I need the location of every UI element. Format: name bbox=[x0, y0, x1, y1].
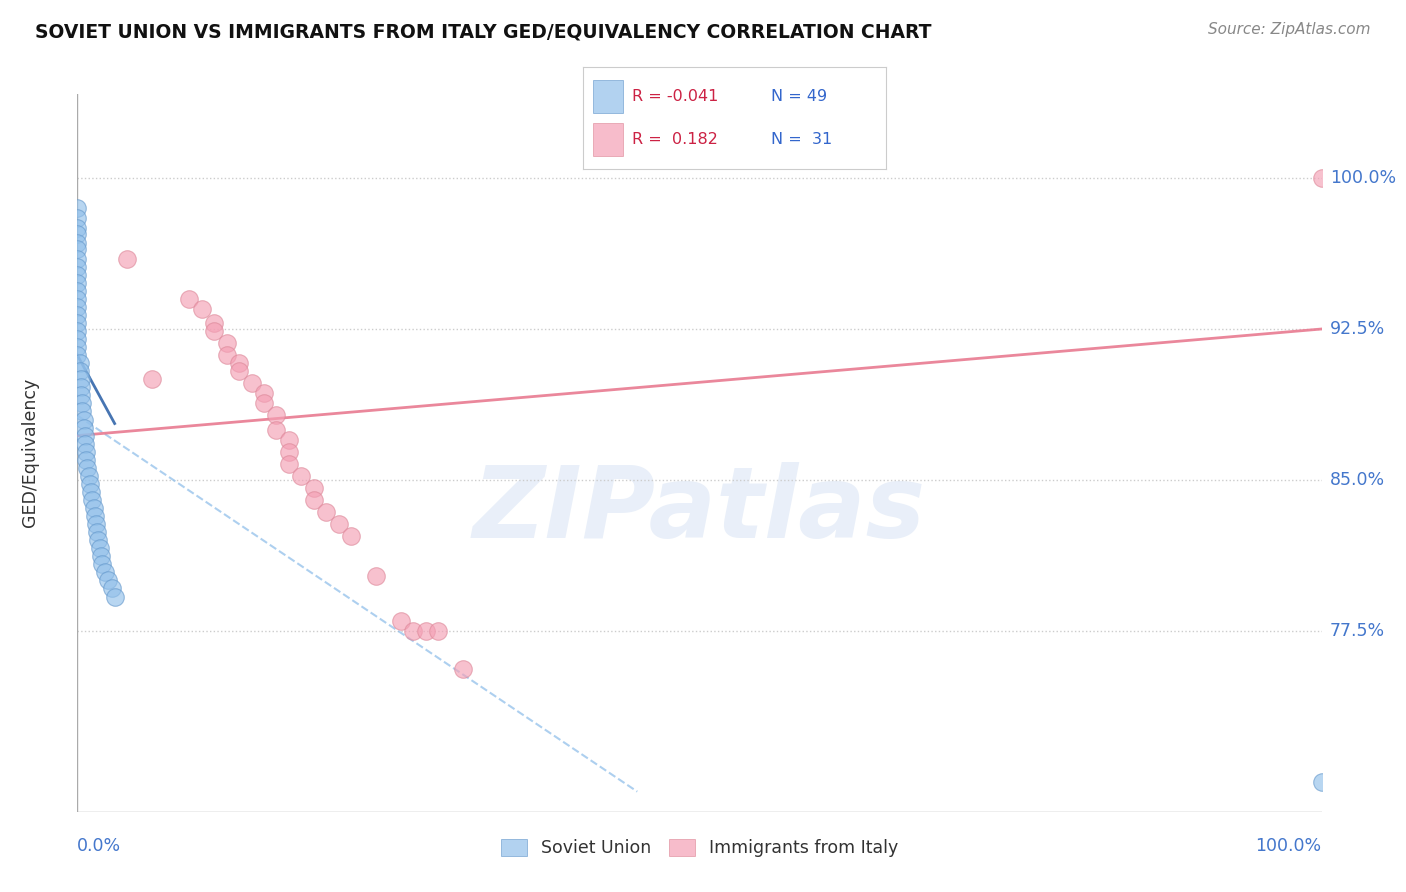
Point bbox=[84, 517, 107, 532]
Text: 92.5%: 92.5% bbox=[1330, 320, 1385, 338]
Point bbox=[66, 340, 89, 354]
Point bbox=[66, 308, 89, 322]
Text: N =  31: N = 31 bbox=[770, 132, 832, 147]
Point bbox=[77, 468, 100, 483]
Point bbox=[277, 433, 299, 447]
Point bbox=[66, 260, 89, 274]
Point bbox=[91, 558, 114, 572]
FancyBboxPatch shape bbox=[592, 80, 623, 113]
Point bbox=[266, 423, 288, 437]
Point bbox=[315, 505, 337, 519]
Point bbox=[415, 624, 437, 638]
Point bbox=[266, 409, 288, 423]
Point bbox=[66, 268, 89, 282]
Point bbox=[66, 252, 89, 266]
Point bbox=[202, 316, 225, 330]
Point bbox=[89, 541, 111, 556]
Text: 0.0%: 0.0% bbox=[77, 837, 121, 855]
Point bbox=[72, 404, 94, 418]
Point bbox=[402, 624, 425, 638]
Point bbox=[66, 276, 89, 290]
Point bbox=[73, 436, 96, 450]
Point bbox=[66, 284, 89, 298]
Point bbox=[253, 386, 276, 401]
Point bbox=[66, 221, 89, 235]
Point bbox=[66, 242, 89, 256]
Text: GED/Equivalency: GED/Equivalency bbox=[21, 378, 39, 527]
Text: N = 49: N = 49 bbox=[770, 89, 827, 104]
Point bbox=[87, 533, 110, 548]
Point bbox=[328, 517, 350, 532]
Point bbox=[66, 300, 89, 314]
Point bbox=[215, 336, 238, 351]
Point bbox=[70, 388, 93, 402]
Text: ZIPatlas: ZIPatlas bbox=[472, 462, 927, 558]
Point bbox=[69, 356, 91, 370]
Point bbox=[277, 457, 299, 471]
Text: R = -0.041: R = -0.041 bbox=[631, 89, 718, 104]
Point bbox=[66, 332, 89, 346]
Point bbox=[427, 624, 450, 638]
Point bbox=[1310, 171, 1333, 186]
Point bbox=[66, 211, 89, 226]
Text: SOVIET UNION VS IMMIGRANTS FROM ITALY GED/EQUIVALENCY CORRELATION CHART: SOVIET UNION VS IMMIGRANTS FROM ITALY GE… bbox=[35, 22, 932, 41]
Point bbox=[72, 412, 94, 426]
Point bbox=[75, 452, 97, 467]
Text: 100.0%: 100.0% bbox=[1330, 169, 1396, 187]
Point bbox=[97, 574, 120, 588]
Point bbox=[389, 614, 412, 628]
Point bbox=[277, 444, 299, 458]
Point bbox=[340, 529, 363, 543]
Legend: Soviet Union, Immigrants from Italy: Soviet Union, Immigrants from Italy bbox=[494, 832, 905, 864]
Point bbox=[72, 396, 94, 410]
Point bbox=[115, 252, 138, 266]
Point bbox=[451, 662, 474, 676]
Point bbox=[104, 590, 127, 604]
Point bbox=[80, 484, 103, 499]
Point bbox=[302, 492, 325, 507]
Point bbox=[83, 501, 105, 516]
Point bbox=[66, 235, 89, 250]
Text: Source: ZipAtlas.com: Source: ZipAtlas.com bbox=[1208, 22, 1371, 37]
Point bbox=[302, 481, 325, 495]
Point bbox=[70, 372, 93, 386]
Point bbox=[253, 396, 276, 410]
Point bbox=[240, 376, 263, 391]
Point bbox=[69, 364, 91, 378]
Point bbox=[141, 372, 163, 386]
Text: 77.5%: 77.5% bbox=[1330, 622, 1385, 640]
Point bbox=[228, 364, 250, 378]
Point bbox=[66, 348, 89, 362]
Point bbox=[290, 468, 312, 483]
Point bbox=[93, 566, 115, 580]
Point bbox=[101, 582, 124, 596]
Point bbox=[76, 460, 98, 475]
Point bbox=[66, 292, 89, 306]
Point bbox=[79, 476, 101, 491]
Point bbox=[202, 324, 225, 338]
Point bbox=[83, 509, 105, 524]
Text: R =  0.182: R = 0.182 bbox=[631, 132, 717, 147]
Point bbox=[66, 324, 89, 338]
Point bbox=[179, 292, 201, 306]
Point bbox=[66, 202, 89, 216]
Point bbox=[66, 227, 89, 242]
Point bbox=[1310, 774, 1333, 789]
Text: 85.0%: 85.0% bbox=[1330, 471, 1385, 489]
Text: 100.0%: 100.0% bbox=[1256, 837, 1322, 855]
Point bbox=[75, 444, 97, 458]
Point bbox=[191, 301, 214, 316]
FancyBboxPatch shape bbox=[592, 123, 623, 156]
Point bbox=[82, 492, 104, 507]
Point bbox=[70, 380, 93, 394]
Point bbox=[215, 348, 238, 362]
Point bbox=[364, 569, 387, 583]
Point bbox=[90, 549, 112, 564]
Point bbox=[228, 356, 250, 370]
Point bbox=[72, 420, 94, 434]
Point bbox=[73, 428, 96, 442]
Point bbox=[66, 316, 89, 330]
Point bbox=[86, 525, 108, 540]
